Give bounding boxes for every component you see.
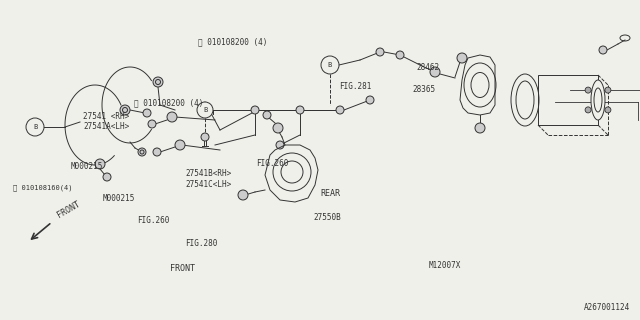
Circle shape	[153, 148, 161, 156]
Text: Ⓑ 010108160(4): Ⓑ 010108160(4)	[13, 184, 72, 190]
Circle shape	[585, 107, 591, 113]
Circle shape	[296, 106, 304, 114]
Text: B: B	[328, 62, 332, 68]
Circle shape	[475, 123, 485, 133]
Circle shape	[251, 106, 259, 114]
Circle shape	[276, 141, 284, 149]
Circle shape	[273, 123, 283, 133]
Circle shape	[585, 87, 591, 93]
Text: A267001124: A267001124	[584, 303, 630, 312]
Text: M000215: M000215	[102, 194, 135, 203]
Text: 28462: 28462	[416, 63, 439, 72]
Circle shape	[26, 118, 44, 136]
Circle shape	[605, 87, 611, 93]
Text: 27550B: 27550B	[314, 213, 341, 222]
Circle shape	[95, 159, 105, 169]
Text: Ⓑ 010108200 (4): Ⓑ 010108200 (4)	[134, 98, 204, 107]
Ellipse shape	[511, 74, 539, 126]
Circle shape	[138, 148, 146, 156]
Circle shape	[120, 105, 130, 115]
Circle shape	[263, 111, 271, 119]
Text: M000215: M000215	[70, 162, 103, 171]
Circle shape	[148, 120, 156, 128]
Text: B: B	[33, 124, 37, 130]
Circle shape	[396, 51, 404, 59]
Circle shape	[366, 96, 374, 104]
Circle shape	[336, 106, 344, 114]
Circle shape	[321, 56, 339, 74]
Ellipse shape	[591, 80, 605, 120]
Circle shape	[430, 67, 440, 77]
Circle shape	[103, 173, 111, 181]
Circle shape	[457, 53, 467, 63]
Text: M12007X: M12007X	[429, 261, 461, 270]
Circle shape	[201, 133, 209, 141]
Text: FIG.280: FIG.280	[186, 239, 218, 248]
Text: REAR: REAR	[320, 189, 340, 198]
Circle shape	[238, 190, 248, 200]
Circle shape	[175, 140, 185, 150]
Circle shape	[153, 77, 163, 87]
Text: FIG.281: FIG.281	[339, 82, 372, 91]
Text: B: B	[203, 107, 207, 113]
Text: 28365: 28365	[413, 85, 436, 94]
Text: FRONT: FRONT	[170, 264, 195, 273]
Text: 27541B<RH>
27541C<LH>: 27541B<RH> 27541C<LH>	[186, 170, 232, 189]
Circle shape	[605, 107, 611, 113]
Text: FIG.260: FIG.260	[138, 216, 170, 225]
Circle shape	[143, 109, 151, 117]
Circle shape	[167, 112, 177, 122]
Text: FIG.260: FIG.260	[256, 159, 289, 168]
Text: Ⓑ 010108200 (4): Ⓑ 010108200 (4)	[198, 37, 268, 46]
Text: 27541 <RH>
27541A<LH>: 27541 <RH> 27541A<LH>	[83, 112, 129, 131]
Circle shape	[599, 46, 607, 54]
Text: FRONT: FRONT	[55, 200, 81, 220]
Circle shape	[376, 48, 384, 56]
Circle shape	[197, 102, 213, 118]
